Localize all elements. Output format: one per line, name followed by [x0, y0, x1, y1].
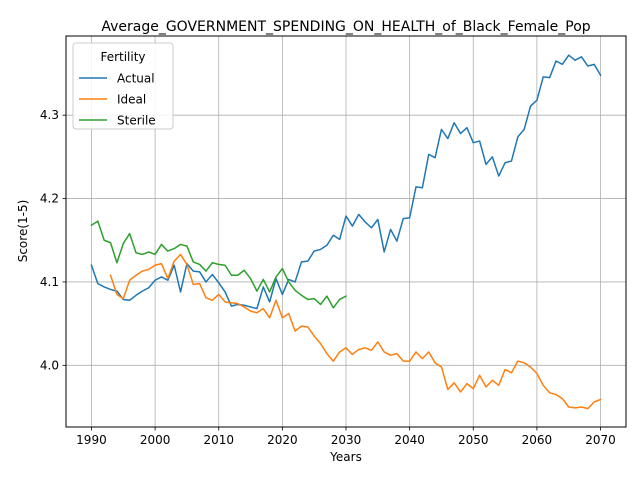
legend-label-sterile: Sterile	[117, 114, 156, 128]
x-tick-label: 2060	[522, 433, 553, 447]
series-layer	[90, 54, 602, 410]
legend-label-actual: Actual	[117, 72, 155, 86]
x-tick-label: 2040	[394, 433, 425, 447]
legend-title: Fertility	[100, 50, 145, 64]
legend-label-ideal: Ideal	[117, 93, 146, 107]
chart-title: Average_GOVERNMENT_SPENDING_ON_HEALTH_of…	[101, 19, 590, 35]
tick-layer: 1990 2000 2010 2020 2030 2040 2050 2060 2070 4.0 4…	[40, 108, 616, 447]
x-axis-label: Years	[329, 450, 362, 464]
y-tick-label: 4.0	[40, 358, 59, 372]
x-tick-label: 2000	[140, 433, 171, 447]
series-line-ideal	[109, 253, 602, 410]
y-tick-label: 4.1	[40, 275, 59, 289]
x-tick-label: 2020	[267, 433, 298, 447]
legend-box	[72, 42, 174, 130]
series-line-sterile	[90, 220, 348, 309]
legend-entries: Actual Ideal Sterile	[79, 72, 156, 128]
x-tick-label: 1990	[76, 433, 107, 447]
y-axis-label: Score(1-5)	[16, 200, 30, 263]
x-tick-label: 2050	[458, 433, 489, 447]
x-tick-label: 2030	[331, 433, 362, 447]
y-tick-label: 4.2	[40, 192, 59, 206]
legend: Fertility Actual Ideal Sterile	[72, 42, 174, 130]
series-line-actual	[90, 54, 602, 310]
x-tick-label: 2010	[203, 433, 234, 447]
y-tick-label: 4.3	[40, 108, 59, 122]
x-tick-label: 2070	[585, 433, 616, 447]
